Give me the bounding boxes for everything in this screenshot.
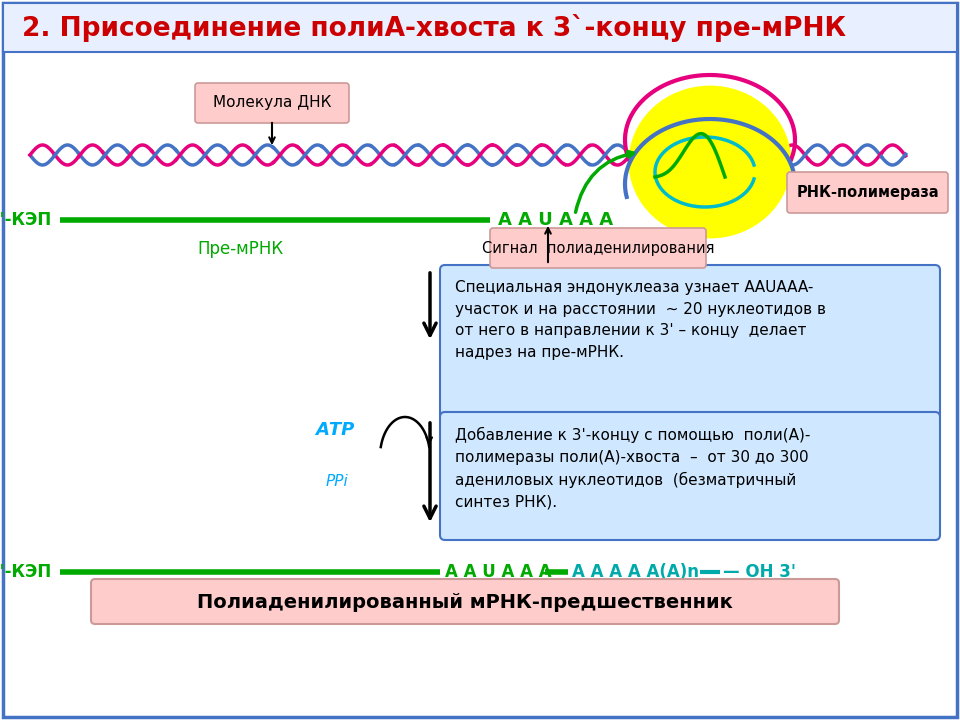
FancyBboxPatch shape — [490, 228, 706, 268]
Text: РНК-полимераза: РНК-полимераза — [797, 186, 939, 200]
Text: Добавление к 3'-концу с помощью  поли(А)-
полимеразы поли(А)-хвоста  –  от 30 до: Добавление к 3'-концу с помощью поли(А)-… — [455, 427, 810, 510]
Text: Сигнал  полиаденилирования: Сигнал полиаденилирования — [482, 240, 714, 256]
Text: A A U A A A: A A U A A A — [498, 211, 613, 229]
FancyBboxPatch shape — [195, 83, 349, 123]
Text: 5'-КЭП: 5'-КЭП — [0, 211, 52, 229]
Text: Молекула ДНК: Молекула ДНК — [213, 96, 331, 110]
Text: РРi: РРi — [325, 474, 348, 490]
Text: Специальная эндонуклеаза узнает АAUAAA-
участок и на расстоянии  ~ 20 нуклеотидо: Специальная эндонуклеаза узнает АAUAAA- … — [455, 280, 826, 360]
Text: A A A A A(A)n: A A A A A(A)n — [572, 563, 699, 581]
FancyBboxPatch shape — [440, 265, 940, 420]
Text: АТР: АТР — [316, 421, 355, 439]
Text: Пре-мРНК: Пре-мРНК — [197, 240, 283, 258]
Text: 2. Присоединение полиА-хвоста к 3`-концу пре-мРНК: 2. Присоединение полиА-хвоста к 3`-концу… — [22, 14, 846, 42]
Ellipse shape — [630, 87, 790, 237]
FancyBboxPatch shape — [787, 172, 948, 213]
Text: Полиаденилированный мРНК-предшественник: Полиаденилированный мРНК-предшественник — [197, 593, 732, 611]
FancyBboxPatch shape — [3, 3, 957, 52]
FancyBboxPatch shape — [440, 412, 940, 540]
FancyBboxPatch shape — [91, 579, 839, 624]
Text: A A U A A A: A A U A A A — [445, 563, 552, 581]
Text: — OH 3': — OH 3' — [723, 563, 796, 581]
Text: 5'-КЭП: 5'-КЭП — [0, 563, 52, 581]
FancyBboxPatch shape — [3, 3, 957, 717]
